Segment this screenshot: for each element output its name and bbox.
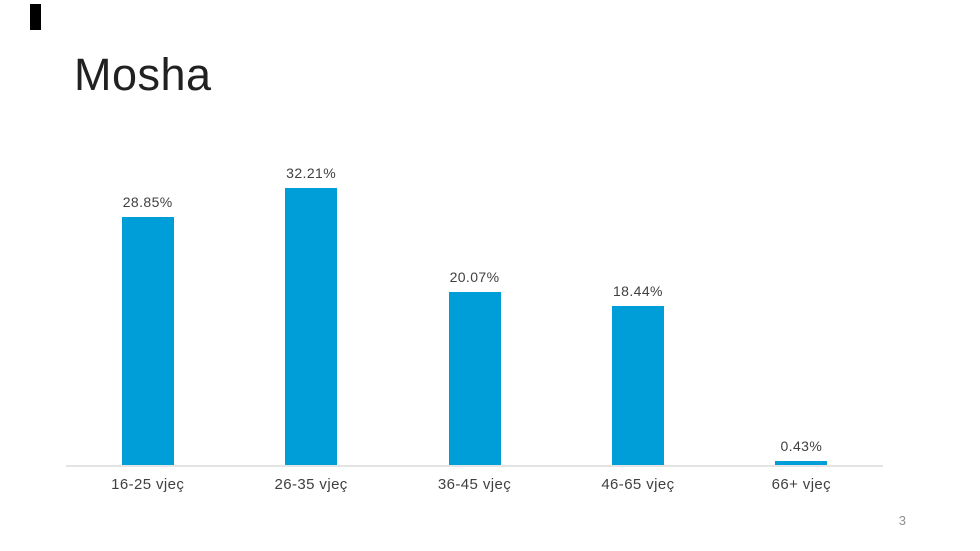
slide-title: Mosha <box>74 49 212 100</box>
bar <box>285 188 338 465</box>
bar-value-label: 20.07% <box>449 269 500 286</box>
category-label: 36-45 vjeç <box>437 476 512 493</box>
bar-value-label: 0.43% <box>780 438 823 455</box>
bar-value-label: 18.44% <box>612 283 663 300</box>
chart-column: 0.43% <box>720 439 883 465</box>
bar <box>121 216 174 465</box>
bar <box>775 461 828 465</box>
category-label: 46-65 vjeç <box>601 476 675 493</box>
page-number: 3 <box>898 513 906 528</box>
chart-column: 28.85% <box>66 193 229 465</box>
chart-column: 20.07% <box>393 270 556 465</box>
category-label: 66+ vjeç <box>771 476 832 493</box>
bar <box>611 306 664 465</box>
bar-chart-plot-area: 28.85% 32.21% 20.07% 18.44% 0.43% <box>66 0 883 467</box>
text-cursor-mark <box>30 4 41 30</box>
bar-value-label: 28.85% <box>122 193 173 210</box>
chart-column: 18.44% <box>556 284 719 465</box>
bar-value-label: 32.21% <box>286 165 337 181</box>
category-label: 26-35 vjeç <box>274 476 348 493</box>
category-axis: 16-25 vjeç 26-35 vjeç 36-45 vjeç 46-65 vjeç… <box>66 477 883 492</box>
chart-column: 32.21% <box>229 166 392 465</box>
category-label: 16-25 vjeç <box>111 476 185 493</box>
bar <box>448 292 501 465</box>
